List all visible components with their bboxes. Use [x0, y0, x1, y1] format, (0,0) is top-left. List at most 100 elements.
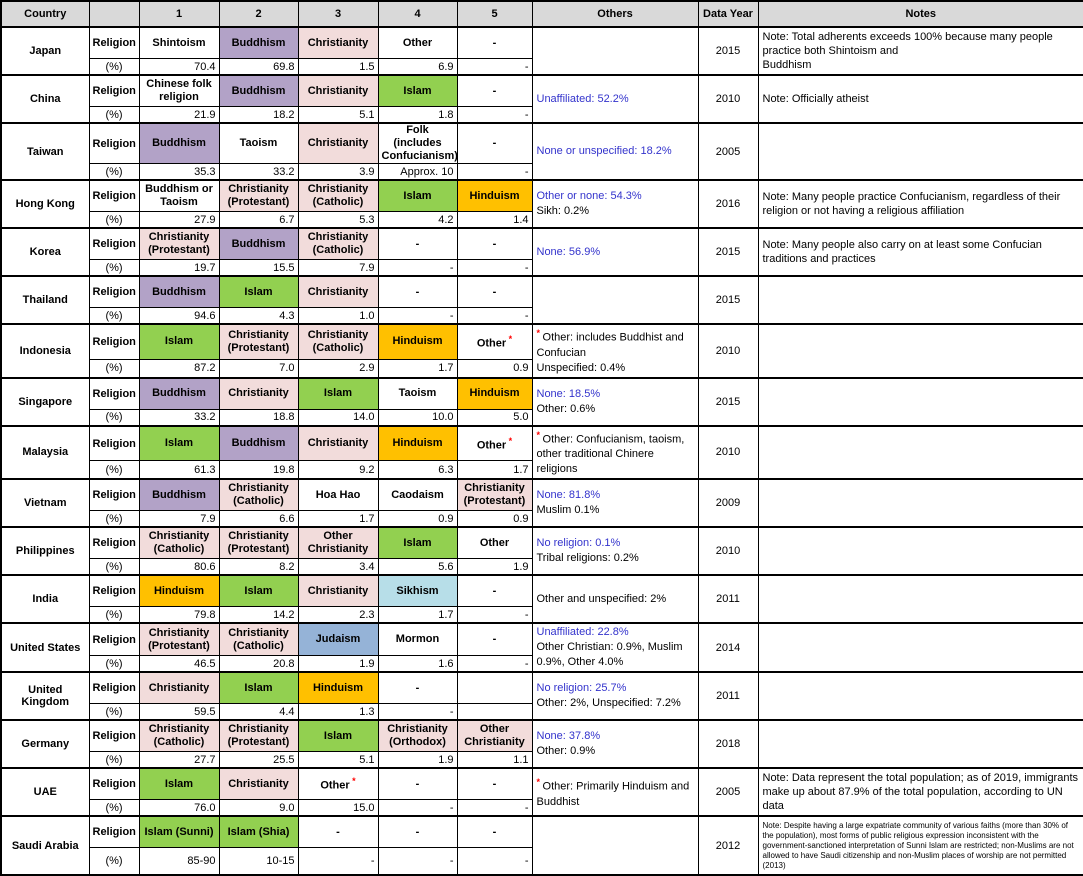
others-line: Other: 2%, Unspecified: 7.2% [537, 696, 694, 711]
religion-label: - [492, 237, 497, 250]
notes-cell: Note: Despite having a large expatriate … [757, 815, 1083, 876]
religion-label: Christianity (Protestant) [227, 328, 290, 354]
religion-label: Christianity [307, 584, 369, 597]
country-name: Japan [0, 26, 90, 76]
percent-cell: - [456, 259, 533, 277]
religion-label: Islam [244, 584, 273, 597]
country-name: Thailand [0, 275, 90, 325]
country-name: Korea [0, 227, 90, 277]
religion-cell: - [456, 227, 533, 260]
religion-row: Philippines Religion Christianity (Catholi… [0, 526, 1083, 576]
religion-label: Sikhism [396, 584, 439, 597]
religion-cell: Christianity [297, 74, 379, 107]
religion-cell: Islam [138, 322, 220, 360]
others-text: Other: includes Buddhist and Confucian [536, 331, 684, 359]
percent-cell: 8.2 [218, 558, 299, 576]
religion-label: Mormon [395, 633, 440, 646]
country-name: Singapore [0, 376, 90, 427]
percent-cell: 0.9 [377, 510, 458, 528]
column-header-others: Others [531, 0, 699, 28]
country-name: India [0, 574, 90, 624]
percent-cell: 1.9 [377, 751, 458, 769]
percent-cell: 80.6 [138, 558, 220, 576]
others-text: Sikh: 0.2% [536, 205, 590, 217]
religion-label: Other Christianity [307, 530, 369, 556]
others-line: Unspecified: 0.4% [537, 361, 694, 376]
religion-label: Islam [244, 285, 273, 298]
others-line: Other Christian: 0.9%, Muslim 0.9%, Othe… [537, 640, 694, 670]
row-label-percent: (%) [88, 460, 140, 480]
percent-cell: 7.9 [138, 510, 220, 528]
percent-cell: 1.1 [456, 751, 533, 769]
percent-cell: 61.3 [138, 460, 220, 480]
data-year-cell: 2009 [697, 478, 759, 528]
others-text: None or unspecified: 18.2% [536, 145, 672, 157]
percent-cell: 59.5 [138, 703, 220, 721]
row-label-percent: (%) [88, 847, 140, 876]
data-year-cell: 2016 [697, 179, 759, 229]
percent-cell: 21.9 [138, 106, 220, 124]
country-name: United Kingdom [0, 671, 90, 721]
religion-label: Christianity [148, 681, 210, 694]
row-label-percent: (%) [88, 751, 140, 769]
religion-cell: Other Christianity [456, 719, 533, 753]
religion-cell: Christianity (Protestant) [218, 526, 299, 560]
percent-cell: - [456, 654, 533, 673]
religion-cell: Buddhism [218, 227, 299, 260]
row-label-percent: (%) [88, 606, 140, 624]
notes-cell: Note: Total adherents exceeds 100% becau… [757, 26, 1083, 76]
religion-row: Thailand Religion Buddhism Islam Christianit… [0, 275, 1083, 325]
others-line: None: 81.8% [537, 488, 694, 503]
religion-label: Hinduism [312, 681, 364, 694]
others-text: No religion: 0.1% [536, 537, 621, 550]
religion-cell: Islam [218, 671, 299, 705]
percent-cell: 10-15 [218, 847, 299, 876]
religion-row: UAE Religion Islam Christianity Other * - - * O… [0, 767, 1083, 817]
data-year-cell: 2018 [697, 719, 759, 769]
religion-cell: Christianity (Catholic) [297, 322, 379, 360]
percent-cell: - [456, 799, 533, 817]
religion-label: Islam [403, 84, 432, 97]
religion-label: Hinduism [153, 584, 205, 597]
percent-cell: - [377, 847, 458, 876]
data-year-cell: 2011 [697, 671, 759, 721]
column-header-3: 3 [297, 0, 379, 28]
religion-cell: Christianity (Catholic) [297, 179, 379, 212]
country-name: Malaysia [0, 424, 90, 480]
others-line: Other: 0.6% [537, 402, 694, 417]
religion-cell: Shintoism [138, 26, 220, 59]
religion-cell: Islam [218, 574, 299, 608]
row-label-religion: Religion [88, 719, 140, 753]
data-year-cell: 2010 [697, 424, 759, 480]
notes-cell [757, 122, 1083, 181]
religion-label: Other [320, 780, 350, 793]
percent-row: (%) 21.9 18.2 5.1 1.8- [1, 106, 1083, 124]
percent-cell: 18.2 [218, 106, 299, 124]
row-label-religion: Religion [88, 671, 140, 705]
percent-cell: 15.0 [297, 799, 379, 817]
percent-cell: Approx. 10 [377, 163, 458, 181]
religion-cell: Islam [377, 179, 458, 212]
row-label-religion: Religion [88, 179, 140, 212]
percent-cell: - [377, 307, 458, 325]
row-label-religion: Religion [88, 122, 140, 164]
percent-row: (%) 46.5 20.8 1.9 1.6- [1, 654, 1083, 673]
religion-label: Islam [164, 437, 194, 449]
percent-cell: 46.5 [138, 654, 220, 673]
percent-cell: 85-90 [138, 847, 220, 876]
percent-cell: 20.8 [218, 654, 299, 673]
row-label-religion: Religion [88, 322, 140, 360]
religion-cell: Christianity [297, 424, 379, 462]
religion-cell: Mormon [377, 622, 458, 656]
others-line: Unaffiliated: 52.2% [537, 92, 694, 107]
religion-cell: - [456, 122, 533, 164]
others-text: Unaffiliated: 22.8% [536, 626, 629, 639]
religion-cell: Christianity [218, 767, 299, 801]
religion-label: Hinduism [392, 437, 443, 449]
religion-row: Korea Religion Christianity (Protestant) Bu… [0, 227, 1083, 277]
others-cell [531, 275, 699, 325]
others-line: Tribal religions: 0.2% [537, 551, 694, 566]
percent-cell: 1.3 [297, 703, 379, 721]
percent-cell: 6.9 [377, 58, 458, 76]
percent-cell: - [456, 58, 533, 76]
